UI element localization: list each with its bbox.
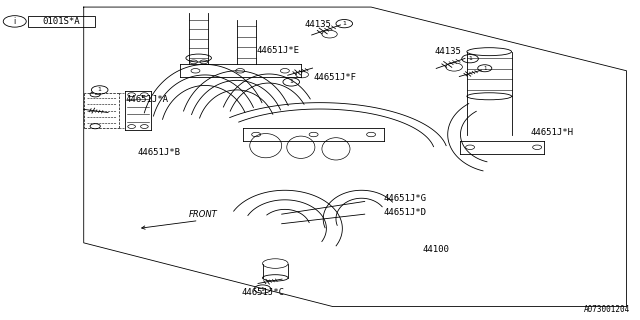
Text: 44651J*B: 44651J*B (138, 148, 181, 156)
Text: 44135: 44135 (435, 47, 462, 56)
Text: 44651J*G: 44651J*G (384, 194, 427, 203)
Text: 1: 1 (289, 79, 293, 84)
Text: 44100: 44100 (422, 245, 449, 254)
Text: A073001204: A073001204 (584, 305, 630, 314)
Text: 44651J*C: 44651J*C (241, 288, 284, 297)
Text: 1: 1 (483, 66, 486, 71)
Circle shape (3, 16, 26, 27)
Text: 1: 1 (98, 87, 102, 92)
Text: 44651J*F: 44651J*F (314, 73, 356, 82)
FancyBboxPatch shape (28, 16, 95, 27)
Text: 44135: 44135 (304, 20, 331, 29)
Text: 44651J*H: 44651J*H (531, 128, 573, 137)
Circle shape (283, 78, 300, 86)
Text: 1: 1 (260, 286, 264, 292)
Circle shape (462, 54, 478, 63)
Text: 1: 1 (468, 56, 472, 61)
Text: 44651J*E: 44651J*E (256, 45, 299, 55)
Text: FRONT: FRONT (189, 210, 218, 219)
Text: 0101S*A: 0101S*A (42, 17, 79, 26)
Circle shape (92, 86, 108, 94)
Circle shape (477, 65, 492, 72)
Text: 1: 1 (342, 21, 346, 26)
Circle shape (336, 20, 353, 28)
Text: 44651J*D: 44651J*D (384, 208, 427, 217)
Circle shape (254, 285, 271, 293)
Text: i: i (13, 17, 16, 26)
Text: 44651J*A: 44651J*A (125, 95, 168, 104)
